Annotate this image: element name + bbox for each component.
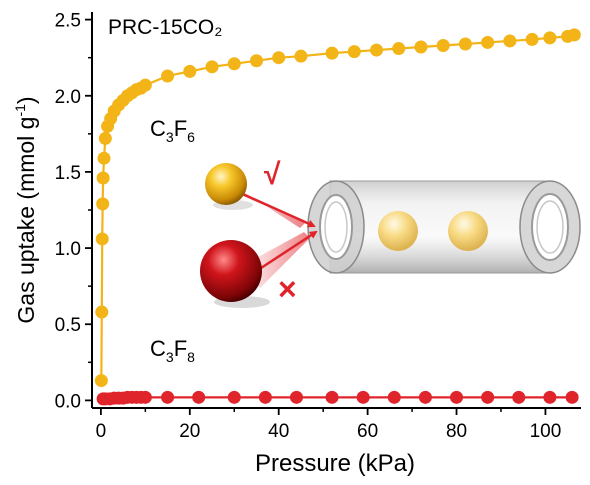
y-tick-label: 0.0 (55, 391, 81, 412)
y-ticks: 0.0 0.5 1.0 1.5 2.0 2.5 (55, 11, 92, 412)
data-point-series-1 (138, 390, 152, 404)
y-tick-label: 2.0 (55, 87, 81, 108)
x-tick-label: 60 (357, 421, 378, 442)
data-point-series-0 (227, 57, 241, 71)
c3f6-molecule (205, 163, 247, 205)
data-point-series-0 (205, 60, 219, 74)
data-point-series-0 (543, 31, 557, 45)
data-point-series-1 (325, 390, 339, 404)
data-point-series-1 (161, 390, 175, 404)
data-point-series-0 (97, 151, 111, 165)
data-point-series-0 (525, 32, 539, 46)
data-point-series-0 (370, 43, 384, 57)
data-point-series-1 (356, 390, 370, 404)
y-axis-label-sup: -1 (12, 104, 28, 117)
data-point-series-0 (414, 40, 428, 54)
y-tick-label: 1.5 (55, 163, 81, 184)
data-point-series-0 (96, 197, 110, 211)
data-point-series-1 (512, 390, 526, 404)
chart-title: PRC-15CO₂ (108, 16, 222, 39)
data-point-series-0 (95, 232, 109, 246)
y-tick-label: 1.0 (55, 239, 81, 260)
data-point-series-1 (565, 390, 579, 404)
data-point-series-0 (325, 46, 339, 60)
data-point-series-0 (138, 78, 152, 92)
data-point-series-0 (503, 34, 517, 48)
x-tick-label: 0 (96, 421, 107, 442)
data-point-series-0 (272, 51, 286, 65)
data-point-series-0 (95, 305, 109, 319)
data-point-series-0 (436, 39, 450, 53)
data-point-series-1 (192, 390, 206, 404)
data-point-series-1 (450, 390, 464, 404)
series-points (94, 28, 581, 406)
y-axis-label-close: ) (13, 96, 39, 104)
data-point-series-1 (227, 390, 241, 404)
c3f8-molecule (200, 240, 262, 302)
data-point-series-0 (294, 49, 308, 63)
arrow-c3f6 (237, 190, 316, 228)
data-point-series-1 (481, 390, 495, 404)
data-point-series-0 (183, 64, 197, 78)
x-tick-label: 100 (530, 421, 562, 442)
series-label-c3f8: C3F8 (150, 336, 195, 365)
x-tick-label: 80 (446, 421, 467, 442)
y-axis-label-main: Gas uptake (mmol g (13, 117, 39, 324)
data-point-series-1 (258, 390, 272, 404)
cross-mark: × (278, 271, 297, 307)
data-point-series-1 (543, 390, 557, 404)
data-point-series-0 (249, 54, 263, 68)
arrow-c3f8 (257, 230, 318, 272)
data-point-series-0 (567, 28, 581, 42)
y-tick-label: 0.5 (55, 315, 81, 336)
data-point-series-0 (481, 35, 495, 49)
x-tick-label: 40 (268, 421, 289, 442)
data-point-series-0 (98, 131, 112, 145)
data-point-series-0 (347, 45, 361, 59)
series-label-c3f6: C3F6 (150, 116, 195, 145)
data-point-series-0 (161, 69, 175, 83)
data-point-series-0 (94, 374, 108, 388)
data-point-series-1 (289, 390, 303, 404)
x-axis-label: Pressure (kPa) (255, 450, 415, 477)
data-point-series-0 (96, 171, 110, 185)
y-axis-label: Gas uptake (mmol g-1) (12, 96, 39, 323)
pore-tube (307, 180, 581, 274)
data-point-series-0 (458, 37, 472, 51)
x-tick-label: 20 (179, 421, 200, 442)
adsorbed-molecule-1 (378, 211, 418, 251)
sieving-illustration: √ × (200, 158, 581, 308)
data-point-series-0 (392, 42, 406, 56)
data-point-series-1 (418, 390, 432, 404)
x-ticks: 0 20 40 60 80 100 (96, 408, 562, 442)
y-tick-label: 2.5 (55, 11, 81, 32)
check-mark: √ (264, 158, 281, 191)
data-point-series-1 (387, 390, 401, 404)
adsorbed-molecule-2 (448, 211, 488, 251)
